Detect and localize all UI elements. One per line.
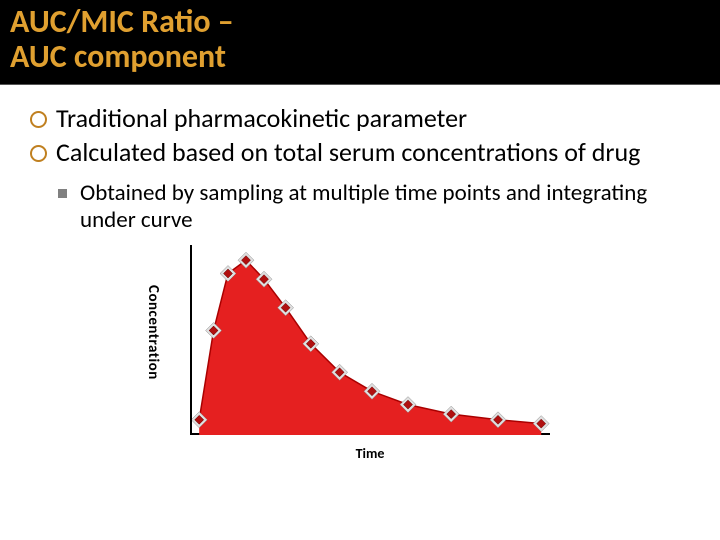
bullet-item: Traditional pharmacokinetic parameter	[28, 103, 692, 134]
slide-content: Traditional pharmacokinetic parameter Ca…	[0, 85, 720, 470]
chart-svg	[192, 245, 552, 435]
sub-bullet-list: Obtained by sampling at multiple time po…	[28, 180, 692, 235]
title-line-1: AUC/MIC Ratio –	[10, 2, 234, 41]
sub-bullet-item: Obtained by sampling at multiple time po…	[56, 180, 692, 235]
concentration-time-chart: Concentration Time	[150, 245, 570, 470]
chart-area-fill	[199, 260, 541, 435]
slide-header: AUC/MIC Ratio – AUC component	[0, 0, 720, 85]
slide-title: AUC/MIC Ratio – AUC component	[10, 4, 710, 74]
chart-x-axis-label: Time	[190, 445, 550, 462]
bullet-item: Calculated based on total serum concentr…	[28, 137, 692, 168]
bullet-list: Traditional pharmacokinetic parameter Ca…	[28, 103, 692, 167]
chart-plot-area	[190, 245, 550, 435]
chart-y-axis-label: Concentration	[144, 285, 162, 380]
title-line-2: AUC component	[10, 37, 226, 76]
